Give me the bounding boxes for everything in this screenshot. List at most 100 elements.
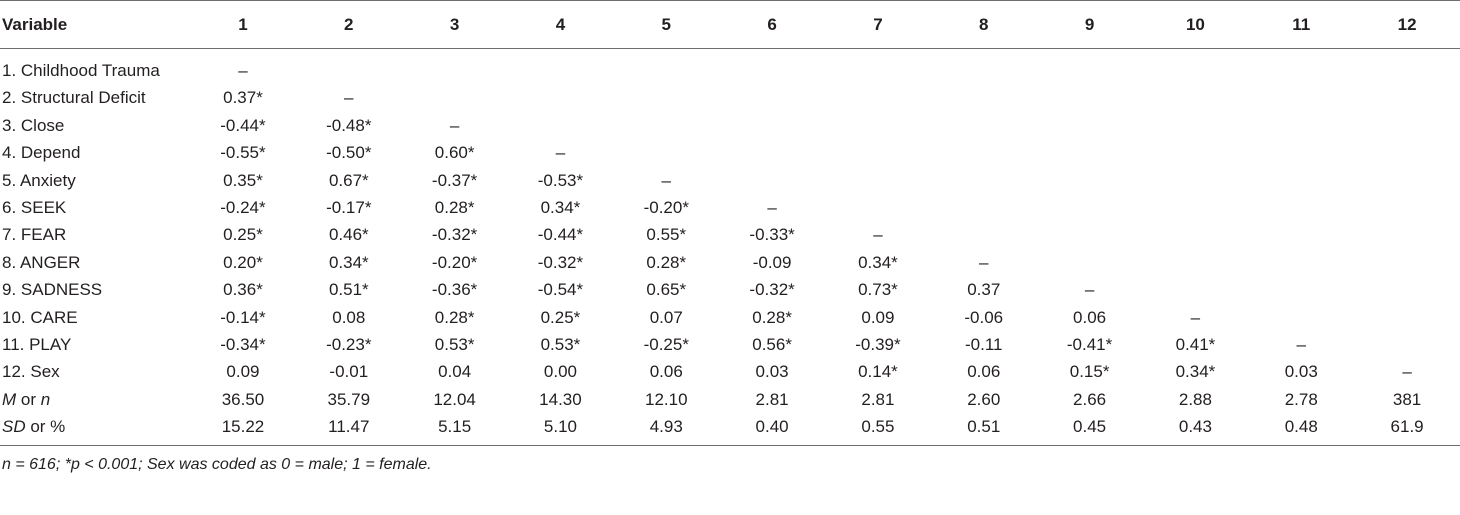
table-cell: 0.06 <box>967 362 1001 382</box>
table-cell <box>931 49 1037 85</box>
table-cell <box>1354 331 1460 358</box>
table-cell: 0.65* <box>646 280 687 300</box>
table-cell: 0.06 <box>1073 307 1107 327</box>
table-cell <box>1354 221 1460 248</box>
table-cell: 11.47 <box>295 413 402 446</box>
table-cell: -0.24* <box>220 198 266 218</box>
table-cell <box>1354 304 1460 331</box>
table-cell <box>1354 112 1460 139</box>
table-cell: 0.34* <box>540 198 581 218</box>
table-cell <box>1143 49 1249 85</box>
table-cell: 0.43 <box>1142 413 1249 446</box>
table-cell: – <box>344 88 354 108</box>
table-cell: 0.55* <box>646 225 687 245</box>
table-cell <box>719 167 825 194</box>
table-cell: 2.81 <box>755 389 789 409</box>
table-cell <box>1143 249 1249 276</box>
table-cell: 12.04 <box>433 389 476 409</box>
table-cell: – <box>1190 307 1201 327</box>
table-cell: 2.60 <box>967 389 1001 409</box>
table-cell: -0.44* <box>537 225 584 245</box>
table-cell: 0.28* <box>646 252 687 272</box>
table-cell: 2.78 <box>1284 389 1318 409</box>
table-cell: -0.50* <box>326 143 372 163</box>
table-cell <box>1248 194 1354 221</box>
table-cell <box>825 167 931 194</box>
column-header-4: 4 <box>507 0 614 49</box>
table-cell: -0.39* <box>855 335 901 355</box>
table-cell: 5.10 <box>507 413 614 446</box>
table-cell: -0.33* <box>749 225 795 245</box>
table-cell: 0.53* <box>434 335 475 355</box>
table-cell: 0.34* <box>1175 362 1216 382</box>
table-cell: 0.04 <box>438 362 472 382</box>
table-cell: 0.15* <box>1069 362 1110 382</box>
table-cell <box>1248 304 1354 331</box>
table-cell: 12.10 <box>645 389 688 409</box>
table-cell: 0.14* <box>858 362 898 382</box>
table-cell: -0.32* <box>749 280 795 300</box>
table-cell <box>508 49 614 85</box>
table-cell: -0.54* <box>537 280 584 300</box>
table-cell <box>1248 221 1354 248</box>
correlation-table: Variable 1 2 3 4 5 6 7 8 9 10 11 12 1. Childhood Tr… <box>0 0 1460 446</box>
table-cell <box>1143 167 1249 194</box>
table-cell: 0.60* <box>434 143 475 163</box>
row-label: 8. ANGER <box>2 252 81 272</box>
table-cell <box>1143 276 1249 303</box>
table-cell <box>613 84 719 111</box>
table-cell: 0.34* <box>858 252 898 272</box>
table-cell <box>931 167 1037 194</box>
table-cell <box>402 84 508 111</box>
table-cell: 0.03 <box>755 362 789 382</box>
table-cell <box>1354 194 1460 221</box>
table-cell <box>1354 249 1460 276</box>
summary-row: SD or % 15.22 11.47 5.15 5.10 4.93 0.40 0.55 0.5… <box>0 413 1460 446</box>
table-cell <box>1143 84 1249 111</box>
row-label: 4. Depend <box>2 143 81 163</box>
column-header-8: 8 <box>930 0 1037 49</box>
summary-row-label: M or n <box>0 386 190 413</box>
table-row: 12. Sex 0.09 -0.01 0.04 0.00 0.06 0.03 0.14* 0.0… <box>0 358 1460 385</box>
table-cell <box>931 139 1037 166</box>
table-cell: -0.32* <box>537 252 584 272</box>
table-cell <box>1354 49 1460 85</box>
table-cell <box>825 112 931 139</box>
table-cell <box>508 112 614 139</box>
table-cell: 0.36* <box>223 280 263 300</box>
table-cell: 0.28* <box>434 307 475 327</box>
table-cell <box>1248 249 1354 276</box>
table-cell: 35.79 <box>327 389 371 409</box>
table-cell <box>1037 112 1143 139</box>
column-header-2: 2 <box>295 0 402 49</box>
table-cell: -0.34* <box>220 335 266 355</box>
table-cell <box>931 84 1037 111</box>
table-cell <box>1143 221 1249 248</box>
table-cell: -0.25* <box>643 335 689 355</box>
table-cell: 0.51* <box>328 280 369 300</box>
table-row: 6. SEEK -0.24* -0.17* 0.28* 0.34* -0.20* – <box>0 194 1460 221</box>
correlation-table-container: Variable 1 2 3 4 5 6 7 8 9 10 11 12 1. Childhood Tr… <box>0 0 1460 473</box>
table-cell: – <box>449 115 460 135</box>
row-label: 3. Close <box>2 115 65 135</box>
row-label: 12. Sex <box>2 362 60 382</box>
table-cell: -0.41* <box>1066 335 1113 355</box>
table-cell: 381 <box>1392 389 1422 409</box>
table-cell: 0.46* <box>328 225 369 245</box>
table-cell: 0.07 <box>649 307 683 327</box>
row-label: 10. CARE <box>2 307 78 327</box>
table-cell: 4.93 <box>613 413 720 446</box>
table-cell <box>719 84 825 111</box>
table-cell: 0.37* <box>223 88 263 108</box>
table-row: 7. FEAR 0.25* 0.46* -0.32* -0.44* 0.55* -0.33*… <box>0 221 1460 248</box>
table-cell: -0.09 <box>752 252 792 272</box>
table-cell: – <box>767 198 777 218</box>
row-label: 1. Childhood Trauma <box>2 61 160 80</box>
table-cell: 0.28* <box>752 307 792 327</box>
table-cell: 0.40 <box>719 413 826 446</box>
table-cell: – <box>1402 362 1412 382</box>
table-cell <box>1354 276 1460 303</box>
table-cell <box>1248 49 1354 85</box>
table-cell: -0.20* <box>431 252 478 272</box>
table-cell: 0.37 <box>967 280 1001 300</box>
